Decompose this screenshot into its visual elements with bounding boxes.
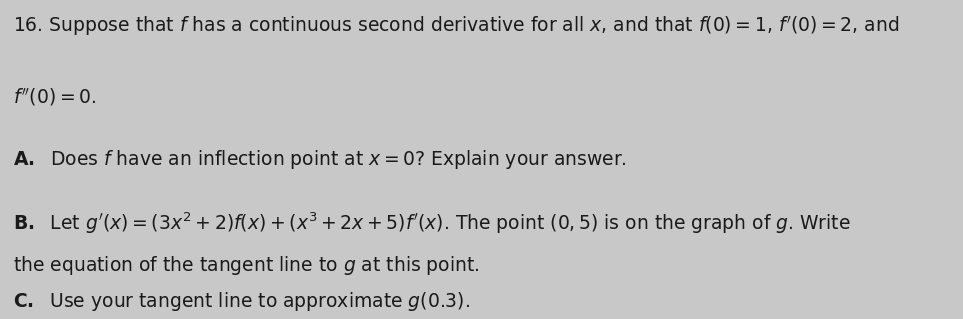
Text: $\bf{A.}$  Does $f$ have an inflection point at $x = 0$? Explain your answer.: $\bf{A.}$ Does $f$ have an inflection po… [13, 148, 626, 171]
Text: the equation of the tangent line to $g$ at this point.: the equation of the tangent line to $g$ … [13, 254, 480, 277]
Text: $\bf{B.}$  Let $g'(x) = (3x^2 + 2)f(x) + (x^3 + 2x + 5)f'(x)$. The point $(0, 5): $\bf{B.}$ Let $g'(x) = (3x^2 + 2)f(x) + … [13, 211, 850, 236]
Text: $f''(0) = 0.$: $f''(0) = 0.$ [13, 86, 95, 108]
Text: $\bf{C.}$  Use your tangent line to approximate $g(0. 3)$.: $\bf{C.}$ Use your tangent line to appro… [13, 290, 470, 313]
Text: 16. Suppose that $f$ has a continuous second derivative for all $x$, and that $f: 16. Suppose that $f$ has a continuous se… [13, 14, 898, 38]
